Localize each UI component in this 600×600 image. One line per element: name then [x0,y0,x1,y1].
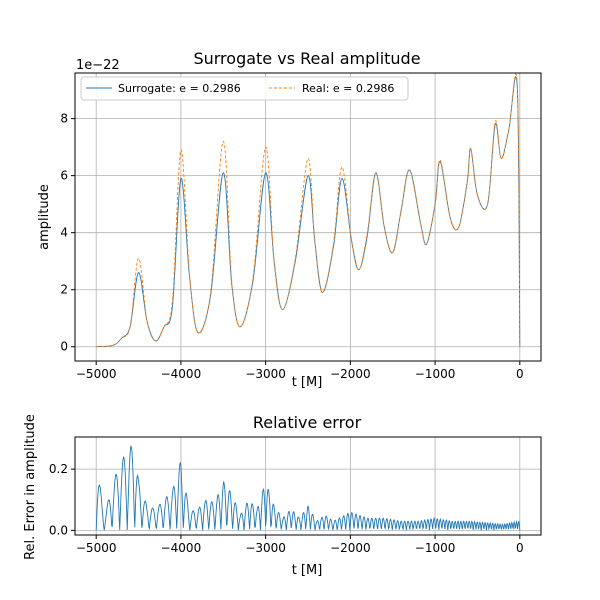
x-tick-label: −1000 [415,541,456,555]
error-chart-title: Relative error [253,413,362,432]
y-tick-label: 4 [60,226,68,240]
error-axes-frame [74,436,542,536]
y-tick-label: 8 [60,112,68,126]
relative-error-panel: −5000 −4000 −3000 −2000 −1000 0 0.0 0.2 Relativ… [23,413,542,578]
x-tick-label: −5000 [76,367,117,381]
legend-real-label: Real: e = 0.2986 [302,82,394,95]
x-tick-label: −3000 [245,541,286,555]
error-ticks: −5000 −4000 −3000 −2000 −1000 0 0.0 0.2 [49,462,524,555]
x-tick-label: 0 [516,541,524,555]
relative-error-line [95,445,521,531]
amplitude-panel: −5000 −4000 −3000 −2000 −1000 0 0 2 4 6 8 Surrogat… [37,49,542,390]
y-tick-label: 0.0 [49,523,68,537]
amplitude-y-offset-label: 1e−22 [76,58,120,73]
amplitude-chart-title: Surrogate vs Real amplitude [193,49,420,68]
y-tick-label: 6 [60,169,68,183]
amplitude-ticks: −5000 −4000 −3000 −2000 −1000 0 0 2 4 6 8 [60,112,523,381]
amplitude-y-axis-label: amplitude [37,184,52,250]
amplitude-legend: Surrogate: e = 0.2986 Real: e = 0.2986 [80,76,409,101]
amplitude-axes-frame [74,72,542,362]
amplitude-x-axis-label: t [M] [292,375,323,390]
legend-box [80,76,409,101]
error-y-axis-label: Rel. Error in amplitude [23,414,38,560]
y-tick-label: 0.2 [49,462,68,476]
x-tick-label: 0 [516,367,524,381]
x-tick-label: −4000 [161,541,202,555]
real-series-line [96,73,521,348]
x-tick-label: −2000 [330,367,371,381]
legend-surrogate-label: Surrogate: e = 0.2986 [118,82,241,95]
x-tick-label: −3000 [245,367,286,381]
x-tick-label: −2000 [330,541,371,555]
y-tick-label: 2 [60,283,68,297]
x-tick-label: −5000 [76,541,117,555]
x-tick-label: −1000 [415,367,456,381]
x-tick-label: −4000 [161,367,202,381]
error-grid [75,437,541,535]
error-x-axis-label: t [M] [292,563,323,578]
y-tick-label: 0 [60,340,68,354]
error-series [95,445,521,531]
amplitude-series [96,73,521,348]
